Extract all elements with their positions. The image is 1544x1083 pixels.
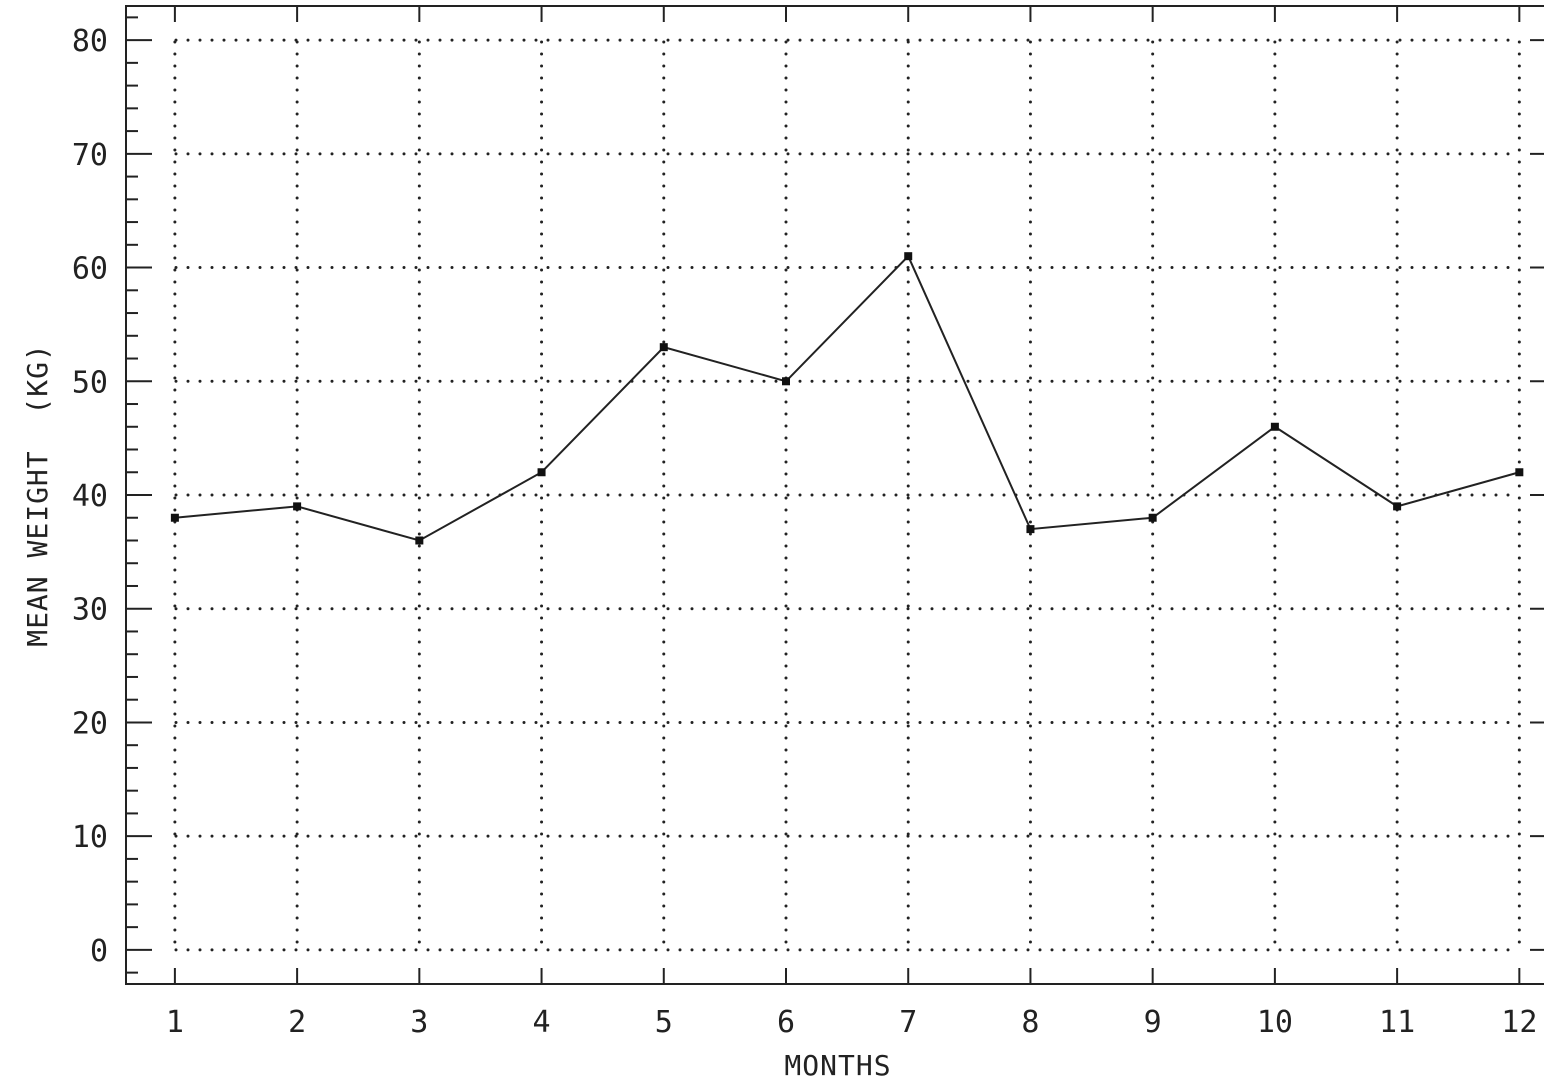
data-point xyxy=(415,536,424,545)
data-point xyxy=(1393,502,1402,511)
x-tick-label: 2 xyxy=(288,1005,306,1040)
data-point xyxy=(904,252,913,261)
x-tick-label: 1 xyxy=(166,1005,184,1040)
x-tick-label: 12 xyxy=(1501,1005,1537,1040)
y-tick-label: 80 xyxy=(72,24,108,59)
data-point xyxy=(782,377,790,386)
data-point xyxy=(170,513,179,522)
y-tick-labels: 0 10 20 30 40 50 60 70 80 xyxy=(72,24,108,969)
y-tick-label: 60 xyxy=(72,252,108,287)
series-line xyxy=(174,254,1520,542)
data-point xyxy=(1270,422,1279,431)
x-tick-label: 8 xyxy=(1021,1005,1039,1040)
data-point xyxy=(1148,513,1157,522)
grid xyxy=(173,38,1522,956)
y-tick-label: 10 xyxy=(72,820,108,855)
data-point xyxy=(659,343,668,352)
x-tick-label: 5 xyxy=(655,1005,673,1040)
x-tick-labels: 1 2 3 4 5 6 7 8 9 10 11 12 xyxy=(166,1005,1538,1040)
x-tick-label: 9 xyxy=(1144,1005,1162,1040)
axis-ticks xyxy=(126,6,1544,984)
y-tick-label: 30 xyxy=(72,593,108,628)
data-point xyxy=(293,502,302,511)
data-point xyxy=(1026,525,1035,534)
x-tick-label: 4 xyxy=(533,1005,551,1040)
x-tick-label: 11 xyxy=(1379,1005,1415,1040)
data-point xyxy=(1515,468,1524,477)
y-tick-label: 40 xyxy=(72,479,108,514)
x-tick-label: 10 xyxy=(1257,1005,1293,1040)
data-point xyxy=(537,468,546,477)
y-tick-label: 20 xyxy=(72,706,108,741)
y-tick-label: 70 xyxy=(72,138,108,173)
x-axis-title: MONTHS xyxy=(784,1049,891,1082)
y-tick-label: 0 xyxy=(90,934,108,969)
y-tick-label: 50 xyxy=(72,365,108,400)
x-tick-label: 3 xyxy=(410,1005,428,1040)
series xyxy=(170,252,1524,545)
plot-frame xyxy=(125,5,1544,985)
x-tick-label: 6 xyxy=(777,1005,795,1040)
y-axis-title: MEAN WEIGHT (KG) xyxy=(21,343,54,647)
x-tick-label: 7 xyxy=(899,1005,917,1040)
